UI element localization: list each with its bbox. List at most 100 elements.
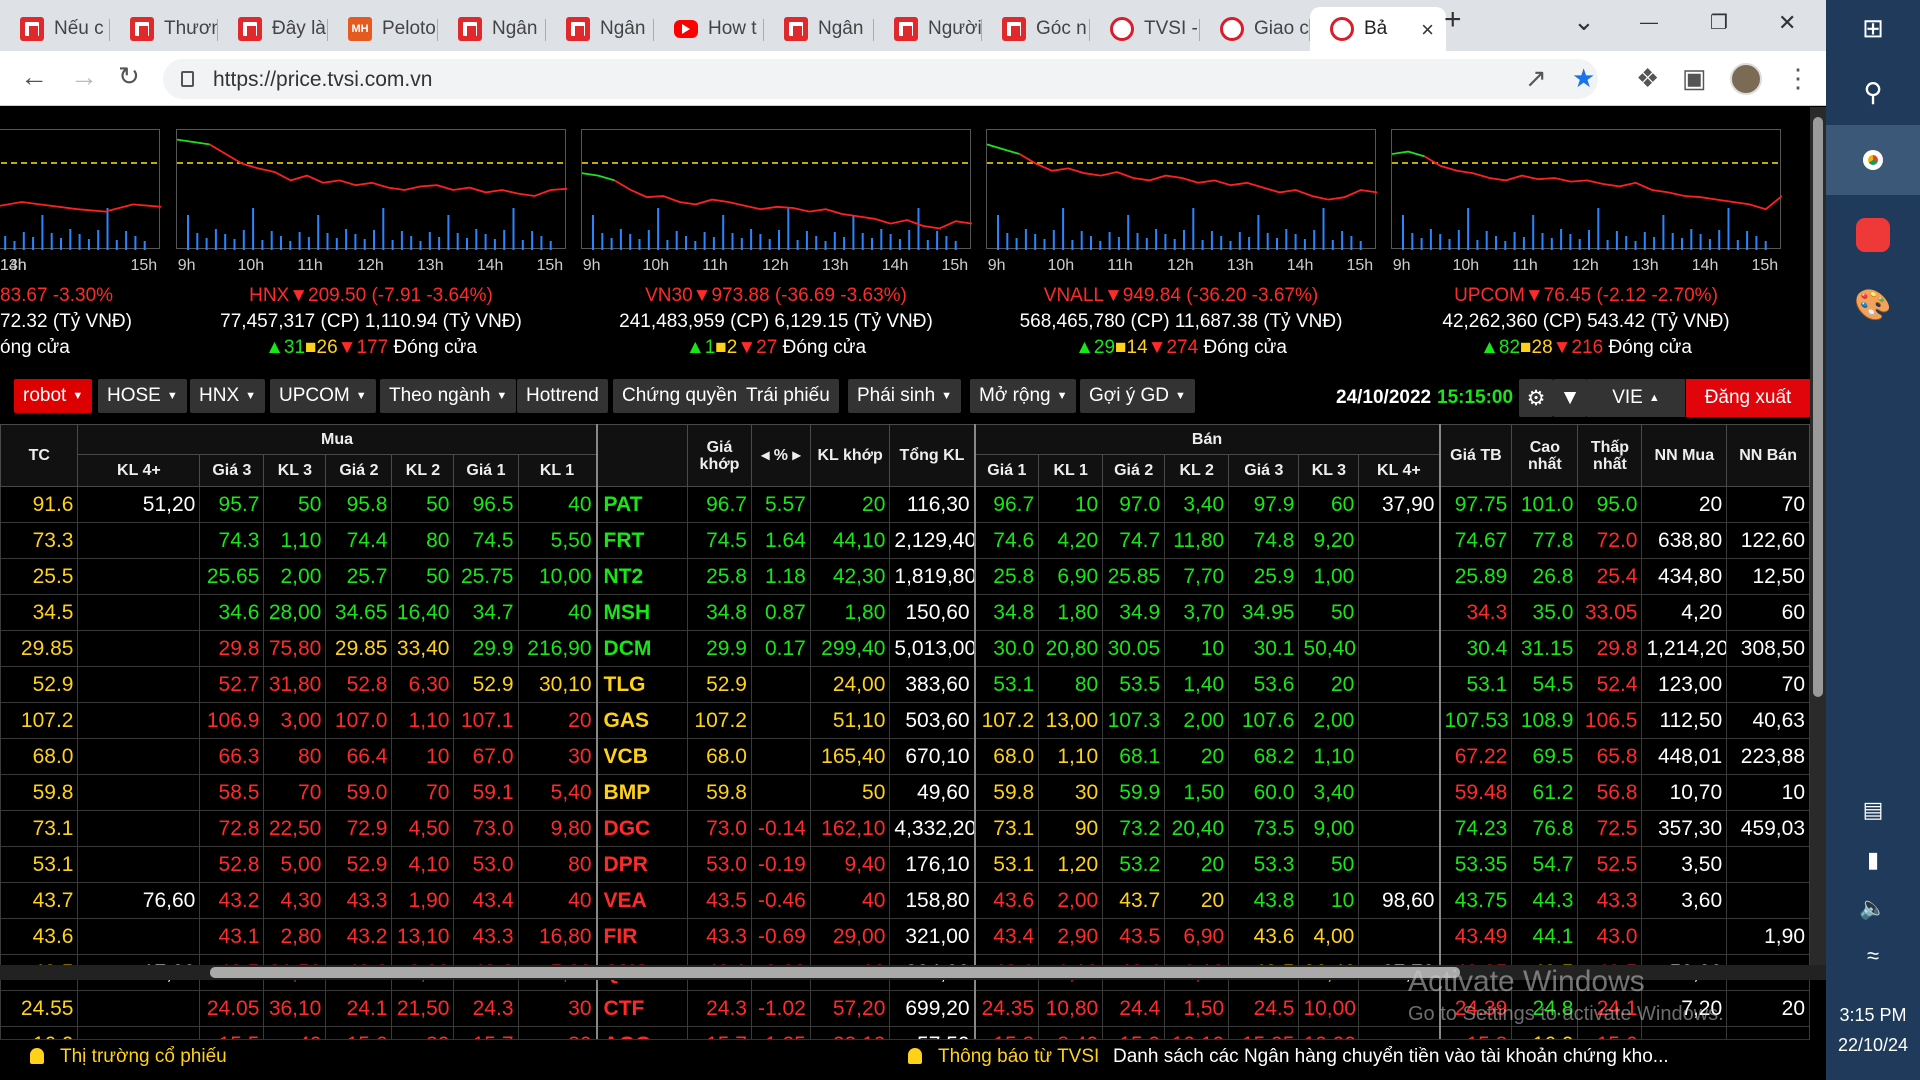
taskbar-clock[interactable]: 3:15 PM 22/10/24: [1826, 1000, 1920, 1060]
battery-icon[interactable]: ▮: [1866, 847, 1880, 872]
symbol-cell[interactable]: DGC: [595, 810, 688, 847]
gear-icon[interactable]: ⚙: [1519, 379, 1553, 417]
table-row[interactable]: 25.5 25.65 2,00 25.7 50 25.75 10,00 NT2 25.8 1.18…: [0, 558, 1810, 595]
index-chart[interactable]: [0, 129, 161, 250]
arrow-right-icon[interactable]: ▸: [788, 447, 801, 464]
symbol-cell[interactable]: DPR: [595, 846, 688, 883]
logout-button[interactable]: Đăng xuất: [1686, 379, 1810, 417]
tab-item[interactable]: TVSI -: [1090, 7, 1200, 51]
vivaldi-icon[interactable]: [1826, 205, 1920, 265]
tab-item[interactable]: Góc n: [982, 7, 1090, 51]
table-row[interactable]: 43.7 76,60 43.2 4,30 43.3 1,90 43.4 40 VEA 43.5 -0…: [0, 882, 1810, 919]
menu-item-button[interactable]: HNX ▼: [190, 379, 266, 413]
tab-item[interactable]: Ngân: [438, 7, 546, 51]
menu-item-button[interactable]: Hottrend: [517, 379, 608, 413]
symbol-cell[interactable]: DCM: [595, 630, 688, 667]
tab-item[interactable]: Người: [874, 7, 982, 51]
table-row[interactable]: 59.8 58.5 70 59.0 70 59.1 5,40 BMP 59.8 50 49,60 59…: [0, 774, 1810, 811]
wifi-icon[interactable]: ≈: [1866, 943, 1880, 968]
url-text[interactable]: https://price.tvsi.com.vn: [213, 68, 433, 91]
table-row[interactable]: 34.5 34.6 28,00 34.65 16,40 34.7 40 MSH 34.8 0.87…: [0, 594, 1810, 631]
symbol-cell[interactable]: AGG: [595, 1026, 688, 1039]
bookmark-star-icon[interactable]: ★: [1572, 63, 1596, 93]
table-row[interactable]: 91.6 51,20 95.7 50 95.8 50 96.5 40 PAT 96.7 5.57 20…: [0, 486, 1810, 523]
back-icon[interactable]: ←: [20, 61, 48, 92]
menu-item-button[interactable]: HOSE ▼: [98, 379, 187, 413]
symbol-cell[interactable]: VEA: [595, 882, 688, 919]
notice-text[interactable]: Danh sách các Ngân hàng chuyển tiền vào …: [1113, 1046, 1669, 1067]
table-row[interactable]: 73.3 74.3 1,10 74.4 80 74.5 5,50 FRT 74.5 1.64 44,…: [0, 522, 1810, 559]
scroll-thumb[interactable]: [1813, 117, 1823, 697]
horizontal-scrollbar[interactable]: [0, 965, 1826, 980]
index-chart[interactable]: [581, 129, 972, 250]
sidepanel-icon[interactable]: ▣: [1682, 63, 1707, 93]
tab-item[interactable]: Đây là: [218, 7, 328, 51]
arrow-left-icon[interactable]: ◂: [761, 447, 774, 464]
share-icon[interactable]: ↗: [1525, 63, 1547, 93]
tab-item[interactable]: Giao c: [1200, 7, 1310, 51]
symbol-cell[interactable]: PAT: [595, 486, 688, 523]
minimize-icon[interactable]: —: [1640, 12, 1658, 32]
menu-item-button[interactable]: Gợi ý GD ▼: [1080, 379, 1195, 413]
market-label[interactable]: Thị trường cổ phiếu: [60, 1046, 227, 1067]
new-tab-icon[interactable]: +: [1444, 3, 1462, 36]
search-icon[interactable]: ⚲: [1863, 76, 1883, 107]
extensions-icon[interactable]: ❖: [1636, 63, 1660, 93]
table-row[interactable]: 53.1 52.8 5,00 52.9 4,10 53.0 80 DPR 53.0 -0.19 9,…: [0, 846, 1810, 883]
omnibox[interactable]: https://price.tvsi.com.vn: [163, 59, 1598, 99]
menu-item-button[interactable]: UPCOM ▼: [270, 379, 376, 413]
symbol-cell[interactable]: TLG: [595, 666, 688, 703]
menu-item-button[interactable]: Phái sinh ▼: [848, 379, 962, 413]
tab-item[interactable]: Ngân: [546, 7, 654, 51]
symbol-cell[interactable]: BMP: [595, 774, 688, 811]
network-device-icon[interactable]: ▤: [1862, 797, 1884, 822]
index-chart[interactable]: [176, 129, 567, 250]
language-select[interactable]: VIE ▲: [1587, 379, 1685, 417]
tab-item[interactable]: Thươn: [110, 7, 218, 51]
symbol-cell[interactable]: MSH: [595, 594, 688, 631]
filter-icon[interactable]: ▼: [1553, 379, 1587, 417]
table-row[interactable]: 16.015.54015.63015.730AGG15.7-1.2522,105…: [0, 1026, 1810, 1039]
chrome-icon[interactable]: [1826, 125, 1920, 195]
vertical-scrollbar[interactable]: [1810, 107, 1826, 965]
tab-search-chevron-icon[interactable]: ⌄: [1573, 6, 1595, 36]
symbol-cell[interactable]: GAS: [595, 702, 688, 739]
table-cell: 29.8: [199, 630, 265, 667]
forward-icon[interactable]: →: [70, 61, 98, 92]
menu-item-button[interactable]: Theo ngành ▼: [380, 379, 517, 413]
scroll-thumb[interactable]: [210, 967, 1460, 978]
menu-item-button[interactable]: Trái phiếu: [737, 379, 839, 413]
reload-icon[interactable]: ↻: [118, 61, 140, 91]
index-chart[interactable]: [986, 129, 1377, 250]
index-chart[interactable]: [1391, 129, 1782, 250]
windows-start-icon[interactable]: ⊞: [1862, 12, 1884, 43]
avatar[interactable]: [1730, 63, 1762, 95]
table-row[interactable]: 29.85 29.8 75,80 29.85 33,40 29.9 216,90 DCM 29.…: [0, 630, 1810, 667]
volume-icon[interactable]: 🔈: [1859, 895, 1887, 920]
table-row[interactable]: 24.55 24.05 36,10 24.1 21,50 24.3 30 CTF 24.3 -1.…: [0, 990, 1810, 1027]
restore-icon[interactable]: ❐: [1710, 12, 1728, 34]
tab-item[interactable]: MH Peloto: [328, 7, 438, 51]
symbol-cell[interactable]: NT2: [595, 558, 688, 595]
table-row[interactable]: 43.6 43.1 2,80 43.2 13,10 43.3 16,80 FIR 43.3 -0.…: [0, 918, 1810, 955]
table-row[interactable]: 52.9 52.7 31,80 52.8 6,30 52.9 30,10 TLG 52.9 24,…: [0, 666, 1810, 703]
tab-active[interactable]: Bả ×: [1310, 7, 1446, 51]
table-row[interactable]: 68.0 66.3 80 66.4 10 67.0 30 VCB 68.0 165,40 670,1…: [0, 738, 1810, 775]
symbol-cell[interactable]: FRT: [595, 522, 688, 559]
menu-item-button[interactable]: Mở rộng ▼: [970, 379, 1077, 413]
menu-robot-button[interactable]: robot ▼: [14, 379, 93, 413]
table-row[interactable]: 73.1 72.8 22,50 72.9 4,50 73.0 9,80 DGC 73.0 -0.1…: [0, 810, 1810, 847]
table-cell: 70: [1726, 486, 1810, 523]
window-close-icon[interactable]: ✕: [1778, 10, 1797, 35]
tab-item[interactable]: How t: [654, 7, 764, 51]
tab-item[interactable]: Ngân: [764, 7, 874, 51]
close-icon[interactable]: ×: [1421, 17, 1434, 42]
menu-item-button[interactable]: Chứng quyền: [613, 379, 747, 413]
symbol-cell[interactable]: FIR: [595, 918, 688, 955]
symbol-cell[interactable]: CTF: [595, 990, 688, 1027]
menu-kebab-icon[interactable]: ⋮: [1785, 63, 1811, 93]
tab-item[interactable]: Nếu c: [0, 7, 110, 51]
paint-icon[interactable]: 🎨: [1854, 288, 1892, 322]
symbol-cell[interactable]: VCB: [595, 738, 688, 775]
table-row[interactable]: 107.2 106.9 3,00 107.0 1,10 107.1 20 GAS 107.2 51…: [0, 702, 1810, 739]
